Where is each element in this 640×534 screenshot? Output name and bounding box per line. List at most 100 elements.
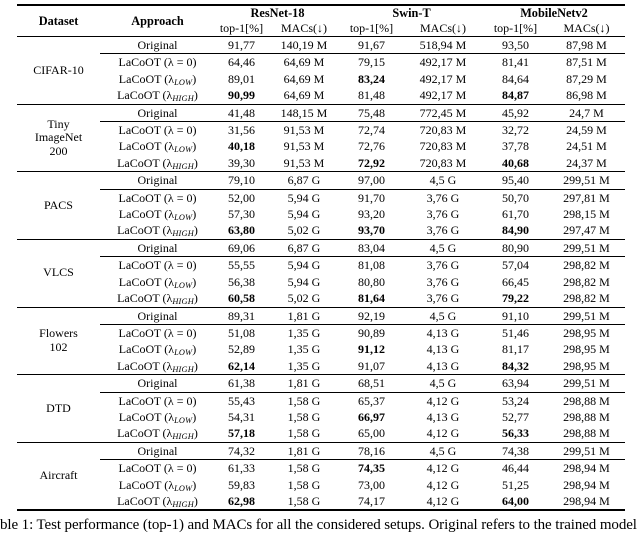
value-cell: 4,13 G — [426, 342, 460, 357]
value-cell: 1,58 G — [287, 409, 321, 424]
value-cell: 84,90 — [502, 223, 530, 238]
value-cell: 4,12 G — [426, 493, 460, 508]
value-cell: 74,32 — [215, 442, 268, 461]
value-cell: 5,94 G — [287, 207, 321, 222]
approach-label: LaCoOT (λLOW) — [118, 477, 197, 493]
col-header-macs-mobilenetv2: MACs(↓) — [563, 21, 610, 35]
lambda-subscript: LOW — [174, 145, 193, 155]
lambda-subscript: HIGH — [172, 229, 194, 239]
approach-label: LaCoOT (λHIGH) — [117, 493, 198, 509]
value-cell: 83,04 — [340, 239, 404, 258]
dataset-group-vlcs: VLCS Original 69,06 6,87 G 83,04 4,5 G 80,90 29… — [17, 239, 626, 307]
approach-label: LaCoOT (λHIGH) — [117, 358, 198, 374]
value-cell: 298,88 M — [563, 393, 610, 408]
table-row: LaCoOT (λ = 0) 31,56 91,53 M 72,74 720,83 M 3… — [17, 122, 625, 139]
approach-label: LaCoOT (λLOW) — [118, 207, 197, 223]
value-cell: 298,95 M — [563, 342, 610, 357]
value-cell: 24,7 M — [548, 104, 626, 123]
metric-header-row: top-1[%] MACs(↓) top-1[%] MACs(↓) top-1[… — [17, 21, 625, 37]
value-cell: 84,64 — [502, 71, 530, 86]
col-header-top1-resnet18: top-1[%] — [219, 21, 264, 35]
value-cell: 51,08 — [228, 325, 255, 340]
value-cell: 64,69 M — [283, 88, 325, 103]
value-cell: 91,53 M — [283, 123, 325, 138]
value-cell: 72,92 — [358, 155, 386, 170]
value-cell: 4,5 G — [403, 171, 484, 190]
value-cell: 41,48 — [215, 104, 268, 123]
value-cell: 298,82 M — [563, 274, 610, 289]
value-cell: 1,58 G — [287, 477, 321, 492]
value-cell: 1,58 G — [287, 426, 321, 441]
value-cell: 4,5 G — [403, 239, 484, 258]
value-cell: 91,10 — [483, 307, 549, 325]
table-row: LaCoOT (λ = 0) 51,08 1,35 G 90,89 4,13 G 51,4… — [17, 324, 625, 341]
value-cell: 32,72 — [502, 123, 530, 138]
value-cell: 37,78 — [502, 139, 530, 154]
value-cell: 3,76 G — [426, 207, 460, 222]
lambda-subscript: LOW — [174, 280, 193, 290]
value-cell: 91,70 — [358, 190, 386, 205]
value-cell: 73,00 — [358, 477, 386, 492]
value-cell: 57,18 — [228, 426, 255, 441]
value-cell: 91,07 — [358, 358, 386, 373]
value-cell: 53,24 — [502, 393, 530, 408]
value-cell: 298,15 M — [563, 207, 610, 222]
value-cell: 81,48 — [358, 88, 386, 103]
lambda-subscript: HIGH — [172, 499, 194, 509]
col-header-resnet18: ResNet-18 — [250, 6, 305, 20]
table-row: LaCoOT (λLOW) 54,31 1,58 G 66,97 4,13 G 52,77… — [17, 409, 625, 425]
value-cell: 79,10 — [215, 171, 268, 190]
lambda-subscript: HIGH — [172, 364, 194, 374]
value-cell: 93,50 — [483, 36, 549, 55]
dataset-group-cifar-10: CIFAR-10 Original 91,77 140,19 M 91,67 518,94… — [17, 36, 626, 105]
value-cell: 74,17 — [358, 493, 386, 508]
table-row: LaCoOT (λ = 0) 55,43 1,58 G 65,37 4,12 G 53,2… — [17, 392, 625, 409]
approach-label: LaCoOT (λHIGH) — [117, 426, 198, 442]
value-cell: 298,88 M — [563, 409, 610, 424]
value-cell: 52,89 — [228, 342, 255, 357]
value-cell: 64,69 M — [283, 55, 325, 70]
value-cell: 91,12 — [358, 342, 386, 357]
value-cell: 56,33 — [502, 426, 530, 441]
lambda-subscript: LOW — [174, 77, 193, 87]
value-cell: 89,01 — [228, 71, 255, 86]
value-cell: 74,35 — [358, 461, 386, 476]
value-cell: 492,17 M — [419, 55, 467, 70]
value-cell: 91,67 — [340, 36, 404, 55]
value-cell: 46,44 — [502, 461, 530, 476]
dataset-label: Aircraft — [39, 468, 78, 483]
value-cell: 63,80 — [228, 223, 255, 238]
lambda-subscript: LOW — [174, 213, 193, 223]
table-header: Dataset Approach ResNet-18 Swin-T Mobile… — [17, 5, 626, 37]
table-row: CIFAR-10 Original 91,77 140,19 M 91,67 518,94… — [17, 36, 626, 76]
value-cell: 4,12 G — [426, 393, 460, 408]
value-cell: 56,38 — [228, 274, 255, 289]
value-cell: 3,76 G — [426, 291, 460, 306]
value-cell: 772,45 M — [403, 104, 484, 123]
value-cell: 72,74 — [358, 123, 386, 138]
approach-label: LaCoOT (λLOW) — [118, 409, 197, 425]
approach-label: LaCoOT (λLOW) — [118, 139, 197, 155]
value-cell: 720,83 M — [419, 139, 467, 154]
value-cell: 3,76 G — [426, 223, 460, 238]
value-cell: 1,35 G — [287, 358, 321, 373]
value-cell: 55,55 — [228, 258, 255, 273]
value-cell: 78,16 — [340, 442, 404, 461]
approach-label: LaCoOT (λ = 0) — [118, 461, 197, 476]
value-cell: 1,81 G — [268, 442, 341, 461]
value-cell: 4,13 G — [426, 325, 460, 340]
value-cell: 31,56 — [228, 123, 255, 138]
value-cell: 60,58 — [228, 291, 255, 306]
approach-label: LaCoOT (λLOW) — [118, 342, 197, 358]
value-cell: 6,87 G — [268, 239, 341, 258]
col-header-top1-mobilenetv2: top-1[%] — [493, 21, 538, 35]
table-row: LaCoOT (λ = 0) 55,55 5,94 G 81,08 3,76 G 57,0… — [17, 257, 625, 274]
value-cell: 1,58 G — [287, 493, 321, 508]
approach-label: Original — [100, 171, 215, 190]
value-cell: 5,94 G — [287, 190, 321, 205]
value-cell: 50,70 — [502, 190, 530, 205]
value-cell: 5,94 G — [287, 274, 321, 289]
col-header-approach: Approach — [131, 13, 184, 28]
value-cell: 57,04 — [502, 258, 530, 273]
